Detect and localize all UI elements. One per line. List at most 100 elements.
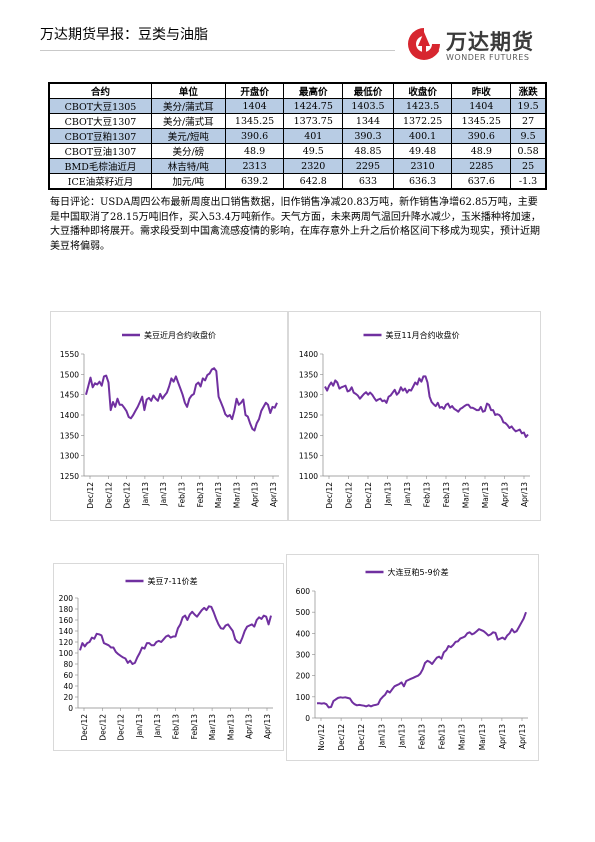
y-tick-label: 140 [59, 627, 74, 636]
table-cell: 642.8 [283, 173, 344, 190]
table-cell: 9.5 [510, 128, 547, 144]
table-header-row: 合约 单位 开盘价 最高价 最低价 收盘价 昨收 涨跌 [48, 82, 547, 99]
table-cell: 27 [510, 113, 547, 129]
page-title: 万达期货早报：豆类与油脂 [40, 27, 208, 43]
table-cell: 美分/蒲式耳 [150, 98, 226, 114]
table-cell: 633 [342, 173, 394, 190]
x-tick-label: Jan/13 [397, 724, 406, 749]
y-tick-label: 1300 [60, 452, 79, 461]
col-header: 最低价 [342, 82, 394, 99]
x-tick-label: Apr/13 [263, 714, 272, 739]
x-tick-label: Mar/13 [458, 724, 467, 750]
y-tick-label: 1400 [60, 411, 79, 420]
x-tick-label: Jan/13 [135, 714, 144, 739]
x-tick-label: Jan/13 [141, 482, 150, 507]
y-tick-label: 1350 [60, 431, 79, 440]
col-header: 收盘价 [392, 82, 453, 99]
line-chart-svg: 0 100 200 300 400 500 600 Nov/12 Dec/12 Dec/12 Jan… [296, 567, 528, 751]
y-tick-label: 1250 [299, 411, 318, 420]
x-tick-label: Mar/13 [208, 714, 217, 740]
table-cell: 401 [283, 128, 344, 144]
logo-english-text: WONDER FUTURES [446, 53, 530, 62]
table-cell: 2310 [392, 158, 453, 174]
y-tick-label: 100 [59, 649, 74, 658]
table-cell: 48.9 [224, 143, 285, 159]
chart-soybean-front-month: 1250 1300 1350 1400 1450 1500 1550 Dec/12 Dec/12… [50, 311, 288, 521]
y-tick-label: 1550 [60, 350, 79, 359]
col-header: 昨收 [451, 82, 512, 99]
table-cell: 美元/短吨 [150, 128, 226, 144]
x-tick-label: Apr/13 [251, 482, 260, 507]
line-chart-svg: 1100 1150 1200 1250 1300 1350 1400 Dec/12 Dec/12… [299, 330, 530, 509]
table-cell: 19.5 [510, 98, 547, 114]
col-header: 开盘价 [224, 82, 285, 99]
x-tick-label: Mar/13 [478, 724, 487, 750]
table-row: BMD毛棕油近月 林吉特/吨 2313 2320 2295 2310 2285 … [48, 158, 547, 174]
y-tick-label: 0 [68, 704, 73, 713]
table-cell: 1423.5 [392, 98, 453, 114]
y-tick-label: 160 [59, 616, 74, 625]
y-tick-label: 1200 [299, 431, 318, 440]
x-tick-label: Jan/13 [153, 714, 162, 739]
line-chart-svg: 1250 1300 1350 1400 1450 1500 1550 Dec/12 Dec/12… [60, 330, 279, 509]
table-cell: 加元/吨 [150, 173, 226, 190]
company-logo: 万达期货 WONDER FUTURES [404, 24, 540, 68]
wonder-logo-icon [408, 28, 440, 60]
table-cell: 2295 [342, 158, 394, 174]
table-cell: CBOT豆粕1307 [48, 128, 152, 144]
table-cell: CBOT大豆1305 [48, 98, 152, 114]
table-cell: 48.9 [451, 143, 512, 159]
y-tick-label: 300 [296, 651, 311, 660]
x-tick-label: Feb/13 [190, 714, 199, 740]
y-tick-label: 100 [296, 693, 311, 702]
x-tick-label: Feb/13 [172, 714, 181, 740]
x-tick-label: Dec/12 [123, 482, 132, 509]
table-cell: ICE油菜籽近月 [48, 173, 152, 190]
table-cell: 636.3 [392, 173, 453, 190]
x-tick-label: Feb/13 [423, 482, 432, 508]
quotes-table: 合约 单位 开盘价 最高价 最低价 收盘价 昨收 涨跌 CBOT大豆1305 美… [48, 82, 547, 190]
table-cell: 390.3 [342, 128, 394, 144]
x-tick-label: Jan/13 [384, 482, 393, 507]
col-header: 合约 [48, 82, 152, 99]
x-tick-label: Mar/13 [462, 482, 471, 508]
table-cell: 2285 [451, 158, 512, 174]
y-tick-label: 400 [296, 629, 311, 638]
x-tick-label: Jan/13 [159, 482, 168, 507]
x-tick-label: Apr/13 [518, 724, 527, 749]
table-cell: 1404 [224, 98, 285, 114]
table-cell: 1345.25 [224, 113, 285, 129]
table-cell: 2320 [283, 158, 344, 174]
x-tick-label: Feb/13 [442, 482, 451, 508]
table-cell: 48.85 [342, 143, 394, 159]
y-tick-label: 1250 [60, 472, 79, 481]
x-tick-label: Mar/13 [481, 482, 490, 508]
series-line [317, 611, 527, 709]
y-tick-label: 500 [296, 608, 311, 617]
table-cell: 400.1 [392, 128, 453, 144]
table-row: CBOT大豆1305 美分/蒲式耳 1404 1424.75 1403.5 14… [48, 98, 547, 114]
x-tick-label: Mar/13 [214, 482, 223, 508]
table-row: CBOT大豆1307 美分/蒲式耳 1345.25 1373.75 1344 1… [48, 113, 547, 129]
chart-dalian-meal-5-9-spread: 0 100 200 300 400 500 600 Nov/12 Dec/12 Dec/12 Jan… [286, 554, 539, 761]
table-cell: 390.6 [451, 128, 512, 144]
x-tick-label: Dec/12 [345, 482, 354, 509]
x-tick-label: Dec/12 [104, 482, 113, 509]
x-tick-label: Dec/12 [86, 482, 95, 509]
col-header: 单位 [150, 82, 226, 99]
y-tick-label: 1500 [60, 370, 79, 379]
table-cell: 1403.5 [342, 98, 394, 114]
table-cell: 49.5 [283, 143, 344, 159]
table-cell: 1373.75 [283, 113, 344, 129]
x-tick-label: Feb/13 [196, 482, 205, 508]
legend-label: 美豆11月合约收盘价 [386, 330, 460, 340]
x-tick-label: Mar/13 [226, 714, 235, 740]
table-cell: 美分/磅 [150, 143, 226, 159]
y-tick-label: 200 [296, 672, 311, 681]
x-tick-label: Jan/13 [377, 724, 386, 749]
x-tick-label: Dec/12 [325, 482, 334, 509]
y-tick-label: 40 [63, 682, 73, 691]
logo-chinese-text: 万达期货 [446, 30, 534, 54]
x-tick-label: Feb/13 [418, 724, 427, 750]
x-tick-label: Dec/12 [98, 714, 107, 741]
